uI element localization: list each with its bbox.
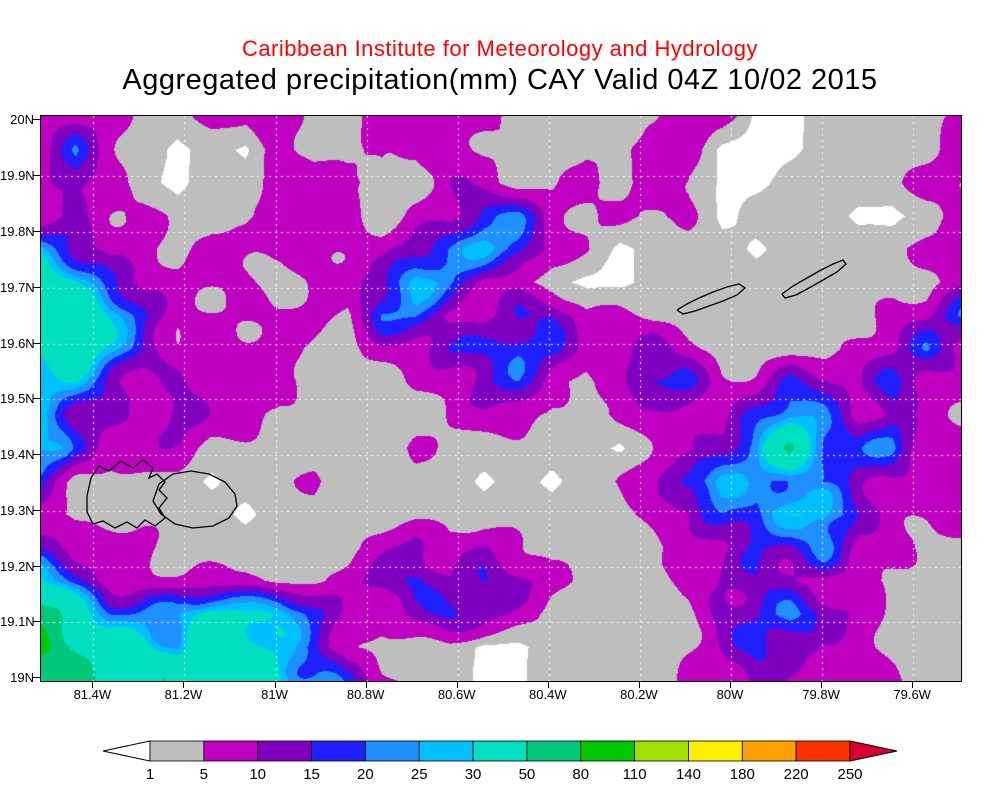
- colorbar-label: 140: [676, 766, 701, 783]
- colorbar-segment: [149, 740, 205, 762]
- y-tick-label: 19.8N: [0, 224, 35, 239]
- institute-title: Caribbean Institute for Meteorology and …: [241, 36, 759, 61]
- x-tick-mark: [456, 681, 458, 688]
- colorbar-label: 30: [465, 766, 482, 783]
- x-tick-label: 80.6W: [437, 687, 476, 702]
- x-tick-label: 81.4W: [73, 687, 112, 702]
- colorbar-segment: [795, 740, 851, 762]
- y-tick-mark: [33, 677, 40, 679]
- colorbar-label: 10: [249, 766, 266, 783]
- y-tick-mark: [33, 342, 40, 344]
- colorbar-left-arrow: [102, 740, 151, 762]
- y-tick-label: 20N: [10, 112, 34, 128]
- y-tick-label: 19.7N: [0, 279, 35, 295]
- colorbar-right-arrow: [849, 740, 898, 762]
- y-tick-label: 19.2N: [0, 558, 35, 574]
- x-tick-mark: [821, 681, 823, 688]
- colorbar-label: 15: [303, 766, 320, 783]
- header: Caribbean Institute for Meteorology and …: [0, 36, 1000, 98]
- x-tick-mark: [92, 681, 94, 688]
- y-tick-label: 19N: [10, 670, 34, 686]
- y-tick-mark: [33, 231, 40, 232]
- y-tick-mark: [33, 509, 40, 511]
- x-tick-mark: [547, 681, 549, 688]
- colorbar-segment: [634, 740, 689, 762]
- colorbar-label: 80: [572, 766, 589, 783]
- y-tick-label: 19.5N: [0, 391, 35, 407]
- colorbar-segment: [364, 740, 420, 762]
- x-tick-label: 80.8W: [346, 687, 385, 702]
- colorbar-label: 180: [730, 766, 755, 783]
- colorbar-segment: [311, 740, 366, 762]
- chart-title: Aggregated precipitation(mm) CAY Valid 0…: [122, 64, 878, 97]
- colorbar-segment: [418, 740, 474, 762]
- y-tick-label: 19.9N: [0, 168, 35, 184]
- y-tick-label: 19.1N: [0, 614, 35, 630]
- y-tick-mark: [33, 565, 40, 567]
- colorbar: 1 5 10 15 20 25 30 50 80 110 140 180 220 250: [102, 740, 898, 783]
- colorbar-segment: [257, 740, 312, 762]
- x-tick-label: 79.6W: [893, 687, 931, 702]
- x-tick-label: 81W: [261, 687, 288, 702]
- x-tick-label: 80.2W: [620, 687, 658, 702]
- colorbar-label: 25: [411, 766, 428, 783]
- colorbar-label: 1: [146, 766, 154, 783]
- colorbar-label: 110: [623, 766, 647, 783]
- y-tick-mark: [33, 621, 40, 623]
- y-tick-mark: [33, 454, 40, 456]
- y-tick-label: 19.3N: [0, 502, 35, 518]
- colorbar-segment: [688, 740, 743, 762]
- colorbar-segment: [580, 740, 636, 762]
- map-plot-area: [40, 115, 962, 682]
- colorbar-label: 50: [519, 766, 536, 783]
- x-tick-label: 80.4W: [529, 687, 567, 702]
- y-tick-mark: [33, 286, 40, 288]
- colorbar-segment: [203, 740, 259, 762]
- x-tick-mark: [274, 681, 276, 688]
- x-tick-label: 81.2W: [164, 687, 203, 702]
- colorbar-segment: [526, 740, 582, 762]
- colorbar-label: 5: [200, 766, 208, 783]
- x-tick-mark: [638, 681, 640, 688]
- colorbar-label: 220: [784, 766, 809, 783]
- y-tick-label: 19.4N: [0, 447, 35, 463]
- x-tick-mark: [365, 681, 367, 688]
- colorbar-segment: [741, 740, 797, 762]
- y-tick-mark: [33, 398, 40, 400]
- colorbar-segment: [472, 740, 528, 762]
- y-tick-mark: [33, 119, 40, 121]
- x-tick-mark: [912, 681, 914, 688]
- colorbar-label: 20: [357, 766, 374, 783]
- x-tick-label: 80W: [716, 687, 744, 702]
- x-tick-label: 79.8W: [802, 687, 840, 702]
- y-tick-mark: [33, 175, 40, 177]
- colorbar-label: 250: [837, 766, 862, 783]
- x-tick-mark: [730, 681, 731, 688]
- precipitation-field-canvas: [41, 116, 961, 681]
- y-tick-label: 19.6N: [0, 335, 35, 351]
- x-tick-mark: [183, 681, 185, 688]
